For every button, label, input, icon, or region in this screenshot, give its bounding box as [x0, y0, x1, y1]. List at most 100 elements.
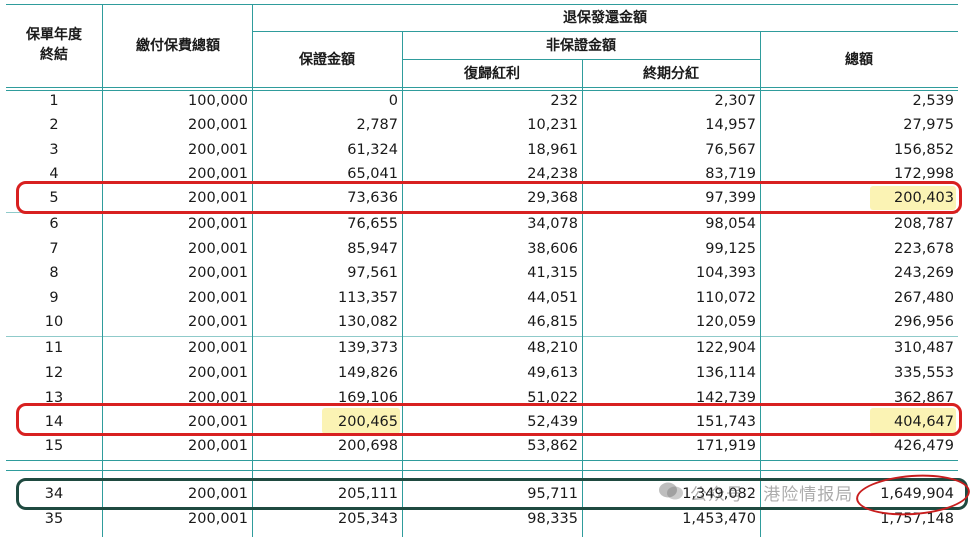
cell-total: 362,867 — [894, 390, 954, 406]
grid-line — [6, 460, 958, 461]
cell-terminal: 142,739 — [696, 390, 756, 406]
cell-total: 243,269 — [894, 265, 954, 281]
cell-premium: 200,001 — [188, 390, 248, 406]
cell-guaranteed: 149,826 — [338, 365, 398, 381]
header-terminal-bonus: 終期分紅 — [643, 66, 699, 82]
cell-guaranteed: 200,465 — [338, 414, 398, 430]
cell-terminal: 136,114 — [696, 365, 756, 381]
cell-reversionary: 38,606 — [527, 241, 578, 257]
highlight-total-year14 — [870, 408, 956, 434]
cell-year: 4 — [49, 166, 59, 182]
cell-year: 9 — [49, 290, 59, 306]
cell-total: 1,649,904 — [880, 486, 954, 502]
cell-premium: 200,001 — [188, 142, 248, 158]
cell-reversionary: 98,335 — [527, 511, 578, 527]
cell-reversionary: 41,315 — [527, 265, 578, 281]
cell-reversionary: 34,078 — [527, 216, 578, 232]
cell-premium: 200,001 — [188, 216, 248, 232]
cell-guaranteed: 2,787 — [356, 117, 398, 133]
cell-total: 335,553 — [894, 365, 954, 381]
cell-reversionary: 53,862 — [527, 438, 578, 454]
cell-terminal: 83,719 — [705, 166, 756, 182]
cell-terminal: 2,307 — [714, 93, 756, 109]
cell-year: 2 — [49, 117, 59, 133]
red-highlight-box-year14 — [16, 403, 962, 436]
cell-terminal: 171,919 — [696, 438, 756, 454]
cell-premium: 200,001 — [188, 241, 248, 257]
cell-guaranteed: 205,111 — [338, 486, 398, 502]
grid-line — [6, 470, 958, 471]
header-total-premium: 繳付保費總額 — [136, 38, 220, 54]
cell-premium: 200,001 — [188, 438, 248, 454]
cell-total: 310,487 — [894, 340, 954, 356]
grid-line — [252, 4, 253, 537]
cell-premium: 200,001 — [188, 340, 248, 356]
cell-guaranteed: 139,373 — [338, 340, 398, 356]
cell-terminal: 1,349,082 — [682, 486, 756, 502]
cell-total: 1,757,148 — [880, 511, 954, 527]
cell-guaranteed: 61,324 — [347, 142, 398, 158]
cell-reversionary: 46,815 — [527, 314, 578, 330]
cell-reversionary: 49,613 — [527, 365, 578, 381]
cell-year: 3 — [49, 142, 59, 158]
cell-premium: 200,001 — [188, 166, 248, 182]
cell-premium: 200,001 — [188, 486, 248, 502]
cell-reversionary: 232 — [550, 93, 578, 109]
wechat-logo-icon — [659, 482, 683, 500]
cell-terminal: 110,072 — [696, 290, 756, 306]
cell-total: 404,647 — [894, 414, 954, 430]
cell-terminal: 1,453,470 — [682, 511, 756, 527]
cell-reversionary: 18,961 — [527, 142, 578, 158]
header-guaranteed: 保證金額 — [299, 52, 355, 68]
cell-total: 200,403 — [894, 190, 954, 206]
cell-terminal: 99,125 — [705, 241, 756, 257]
grid-line — [402, 59, 760, 60]
cell-year: 13 — [44, 390, 64, 406]
cell-reversionary: 51,022 — [527, 390, 578, 406]
grid-line — [402, 31, 403, 537]
cell-year: 11 — [44, 340, 64, 356]
cell-premium: 200,001 — [188, 290, 248, 306]
cell-year: 7 — [49, 241, 59, 257]
cell-guaranteed: 200,698 — [338, 438, 398, 454]
cell-year: 10 — [44, 314, 64, 330]
cell-total: 208,787 — [894, 216, 954, 232]
grid-line — [252, 31, 958, 32]
cell-total: 296,956 — [894, 314, 954, 330]
cell-year: 5 — [49, 190, 59, 206]
grid-line — [6, 4, 958, 5]
cell-year: 35 — [44, 511, 64, 527]
cell-reversionary: 10,231 — [527, 117, 578, 133]
cell-reversionary: 24,238 — [527, 166, 578, 182]
cell-terminal: 122,904 — [696, 340, 756, 356]
header-surrender-value: 退保發還金額 — [563, 10, 647, 26]
cell-premium: 200,001 — [188, 511, 248, 527]
cell-guaranteed: 76,655 — [347, 216, 398, 232]
highlight-total-year5 — [870, 186, 956, 210]
cell-guaranteed: 169,106 — [338, 390, 398, 406]
cell-premium: 200,001 — [188, 414, 248, 430]
cell-year: 12 — [44, 365, 64, 381]
cell-terminal: 104,393 — [696, 265, 756, 281]
cell-guaranteed: 73,636 — [347, 190, 398, 206]
cell-year: 6 — [49, 216, 59, 232]
cell-reversionary: 52,439 — [527, 414, 578, 430]
cell-reversionary: 44,051 — [527, 290, 578, 306]
cell-terminal: 76,567 — [705, 142, 756, 158]
cell-total: 426,479 — [894, 438, 954, 454]
header-total: 總額 — [845, 52, 873, 68]
cell-guaranteed: 85,947 — [347, 241, 398, 257]
cell-year: 15 — [44, 438, 64, 454]
cell-terminal: 97,399 — [705, 190, 756, 206]
cell-premium: 200,001 — [188, 117, 248, 133]
grid-line — [6, 336, 958, 337]
cell-year: 34 — [44, 486, 64, 502]
red-highlight-box-year5 — [16, 181, 962, 214]
cell-total: 2,539 — [912, 93, 954, 109]
cell-total: 267,480 — [894, 290, 954, 306]
cell-guaranteed: 65,041 — [347, 166, 398, 182]
cell-reversionary: 29,368 — [527, 190, 578, 206]
cell-total: 172,998 — [894, 166, 954, 182]
cell-premium: 200,001 — [188, 365, 248, 381]
cell-total: 223,678 — [894, 241, 954, 257]
